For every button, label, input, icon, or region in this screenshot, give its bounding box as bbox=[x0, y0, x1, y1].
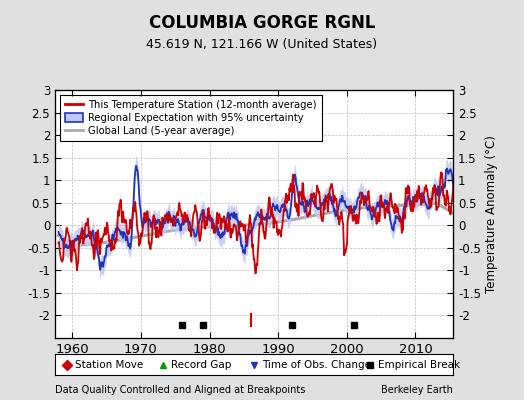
Text: Time of Obs. Change: Time of Obs. Change bbox=[262, 360, 371, 370]
Text: Data Quality Controlled and Aligned at Breakpoints: Data Quality Controlled and Aligned at B… bbox=[55, 385, 305, 395]
Text: Berkeley Earth: Berkeley Earth bbox=[381, 385, 453, 395]
Text: COLUMBIA GORGE RGNL: COLUMBIA GORGE RGNL bbox=[149, 14, 375, 32]
Text: Record Gap: Record Gap bbox=[170, 360, 231, 370]
Text: Station Move: Station Move bbox=[75, 360, 143, 370]
Y-axis label: Temperature Anomaly (°C): Temperature Anomaly (°C) bbox=[485, 135, 498, 293]
Text: 45.619 N, 121.166 W (United States): 45.619 N, 121.166 W (United States) bbox=[146, 38, 378, 51]
Text: Empirical Break: Empirical Break bbox=[378, 360, 460, 370]
Legend: This Temperature Station (12-month average), Regional Expectation with 95% uncer: This Temperature Station (12-month avera… bbox=[60, 95, 322, 141]
